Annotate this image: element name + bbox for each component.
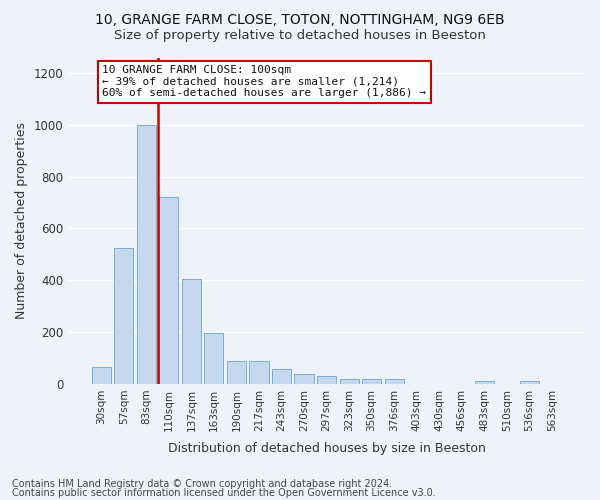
- Text: Size of property relative to detached houses in Beeston: Size of property relative to detached ho…: [114, 29, 486, 42]
- Bar: [250, 361, 269, 384]
- Text: 10 GRANGE FARM CLOSE: 100sqm
← 39% of detached houses are smaller (1,214)
60% of: 10 GRANGE FARM CLOSE: 100sqm ← 39% of de…: [103, 66, 427, 98]
- Bar: [205, 333, 223, 384]
- Bar: [137, 125, 156, 384]
- Bar: [317, 376, 336, 384]
- Text: 10, GRANGE FARM CLOSE, TOTON, NOTTINGHAM, NG9 6EB: 10, GRANGE FARM CLOSE, TOTON, NOTTINGHAM…: [95, 12, 505, 26]
- Bar: [227, 360, 246, 384]
- Text: Contains HM Land Registry data © Crown copyright and database right 2024.: Contains HM Land Registry data © Crown c…: [12, 479, 392, 489]
- Bar: [475, 382, 494, 384]
- Bar: [520, 382, 539, 384]
- Bar: [114, 248, 133, 384]
- Bar: [182, 279, 201, 384]
- Bar: [340, 378, 359, 384]
- Bar: [362, 379, 381, 384]
- Bar: [92, 367, 111, 384]
- Bar: [295, 374, 314, 384]
- Text: Contains public sector information licensed under the Open Government Licence v3: Contains public sector information licen…: [12, 488, 436, 498]
- Bar: [385, 378, 404, 384]
- Bar: [159, 198, 178, 384]
- Y-axis label: Number of detached properties: Number of detached properties: [15, 122, 28, 319]
- Bar: [272, 369, 291, 384]
- X-axis label: Distribution of detached houses by size in Beeston: Distribution of detached houses by size …: [167, 442, 485, 455]
